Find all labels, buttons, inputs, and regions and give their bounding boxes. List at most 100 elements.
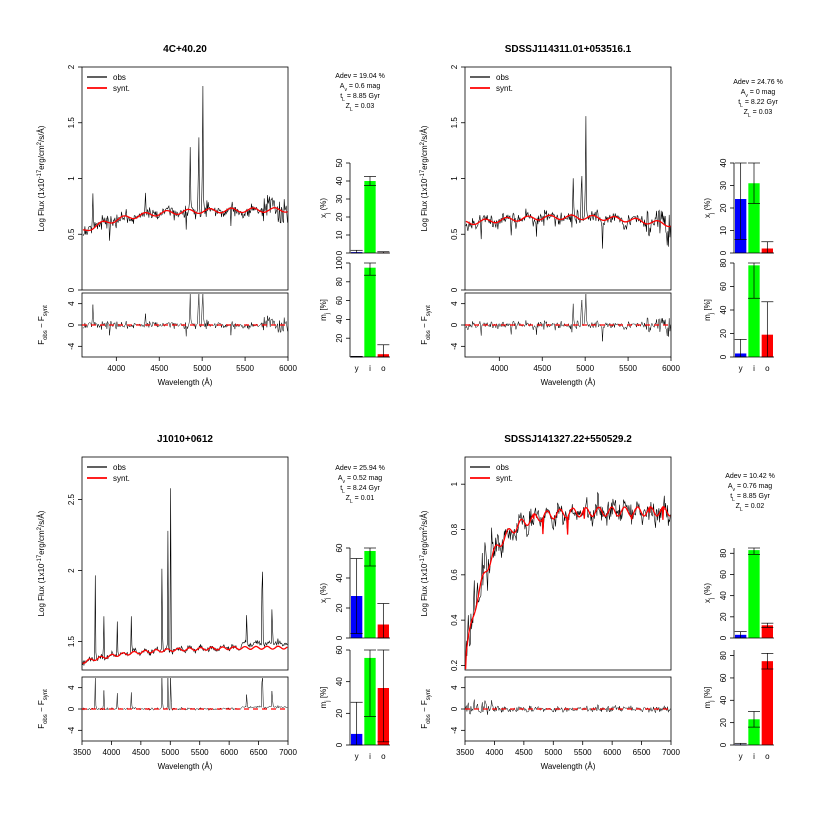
residual-y-tick-label: 4 <box>450 301 459 306</box>
y-tick-label: 1.5 <box>67 635 76 647</box>
x-tick-label: 4000 <box>107 364 125 373</box>
residual-axis-label: Fobs − Fsynt <box>37 305 49 345</box>
y-tick-label: 1.5 <box>450 117 459 129</box>
stat-av: Av = 0.6 mag <box>340 83 381 93</box>
y-tick-label: 1 <box>67 176 76 181</box>
mj-tick-label: 60 <box>719 673 728 682</box>
residual-axis-label: Fobs − Fsynt <box>420 689 432 729</box>
xj-axis-label: xj (%) <box>703 583 715 603</box>
xj-bar <box>748 550 760 638</box>
stat-av: Av = 0.52 mag <box>338 475 382 485</box>
stat-tl: tL = 8.85 Gyr <box>730 493 770 503</box>
x-tick-label: 5000 <box>544 748 562 757</box>
x-axis-label: Wavelength (Å) <box>158 378 213 387</box>
mj-tick-label: 20 <box>719 718 728 727</box>
mj-tick-label: 20 <box>719 329 728 338</box>
x-tick-label: 4000 <box>103 748 121 757</box>
panel-0: 4C+40.20 0 0.5 1 1.5 2 Log Flux (1x10-17erg/cm… <box>37 44 390 387</box>
panel-1: SDSSJ114311.01+053516.1 0 0.5 1 1.5 2 Log Flux… <box>420 44 783 387</box>
mj-axis-label: mj [%] <box>703 687 715 709</box>
xj-tick-label: 60 <box>335 543 344 552</box>
stat-zl: ZL = 0.03 <box>346 103 375 113</box>
x-tick-label: 5500 <box>619 364 637 373</box>
mj-bar <box>364 267 376 357</box>
mj-tick-label: 40 <box>335 314 344 323</box>
synthetic-spectrum-line <box>82 207 288 232</box>
x-tick-label: 6000 <box>220 748 238 757</box>
xj-tick-label: 0 <box>335 635 344 640</box>
panel-title: 4C+40.20 <box>163 44 207 55</box>
main-plot-frame <box>464 456 672 671</box>
xj-tick-label: 80 <box>719 548 728 557</box>
mj-category-label: i <box>369 752 371 761</box>
stat-adev: Adev = 10.42 % <box>725 473 775 480</box>
main-plot-frame <box>81 456 289 671</box>
mj-tick-label: 60 <box>335 296 344 305</box>
xj-tick-label: 60 <box>719 569 728 578</box>
y-axis-label: Log Flux (1x10-17erg/cm2/s/Å) <box>420 510 429 616</box>
main-plot-frame <box>81 66 289 291</box>
residual-y-tick-label: 0 <box>450 706 459 711</box>
xj-tick-label: 30 <box>719 181 728 190</box>
observed-spectrum-line <box>465 116 671 249</box>
mj-category-label: y <box>355 364 359 373</box>
residual-y-tick-label: 0 <box>67 706 76 711</box>
residual-axis-label: Fobs − Fsynt <box>420 305 432 345</box>
legend-obs-label: obs <box>496 463 509 472</box>
observed-spectrum-line <box>82 488 288 666</box>
x-tick-label: 5500 <box>236 364 254 373</box>
x-tick-label: 4500 <box>132 748 150 757</box>
x-tick-label: 6000 <box>279 364 297 373</box>
residual-line <box>82 294 288 337</box>
x-tick-label: 7000 <box>662 748 680 757</box>
y-tick-label: 2.5 <box>67 493 76 505</box>
x-tick-label: 4500 <box>150 364 168 373</box>
x-tick-label: 5500 <box>191 748 209 757</box>
mj-tick-label: 80 <box>335 277 344 286</box>
xj-axis-label: xj (%) <box>319 583 331 603</box>
y-tick-label: 0.5 <box>67 228 76 240</box>
stat-zl: ZL = 0.03 <box>744 109 773 119</box>
panel-2: J1010+0612 1.5 2 2.5 Log Flux (1x10-17erg/cm… <box>37 434 390 771</box>
legend-obs-label: obs <box>113 73 126 82</box>
panel-title: SDSSJ114311.01+053516.1 <box>505 44 632 55</box>
xj-tick-label: 50 <box>335 158 344 167</box>
x-axis-label: Wavelength (Å) <box>541 378 596 387</box>
mj-bar <box>761 661 773 745</box>
residual-y-tick-label: 0 <box>67 322 76 327</box>
synthetic-spectrum-line <box>82 645 288 664</box>
y-axis-label: Log Flux (1x10-17erg/cm2/s/Å) <box>37 125 46 231</box>
xj-axis-label: xj (%) <box>319 198 331 218</box>
residual-y-tick-label: -4 <box>67 726 76 734</box>
mj-tick-label: 80 <box>719 651 728 660</box>
stat-zl: ZL = 0.02 <box>736 503 765 513</box>
x-tick-label: 5000 <box>161 748 179 757</box>
y-tick-label: 2 <box>67 64 76 69</box>
synthetic-spectrum-line <box>464 505 671 670</box>
xj-tick-label: 20 <box>719 203 728 212</box>
residual-y-tick-label: 4 <box>67 685 76 690</box>
xj-tick-label: 30 <box>335 194 344 203</box>
xj-tick-label: 0 <box>719 250 728 255</box>
residual-y-tick-label: -4 <box>67 342 76 350</box>
x-axis-label: Wavelength (Å) <box>158 762 213 771</box>
mj-tick-label: 20 <box>335 708 344 717</box>
y-tick-label: 1.5 <box>67 117 76 129</box>
residual-y-tick-label: 4 <box>67 301 76 306</box>
residual-y-tick-label: -4 <box>450 726 459 734</box>
mj-tick-label: 0 <box>719 742 728 747</box>
mj-category-label: o <box>381 364 386 373</box>
x-tick-label: 6000 <box>662 364 680 373</box>
x-tick-label: 4000 <box>490 364 508 373</box>
mj-category-label: y <box>739 752 743 761</box>
y-tick-label: 2 <box>67 568 76 573</box>
mj-tick-label: 20 <box>335 333 344 342</box>
mj-axis-label: mj [%] <box>319 687 331 709</box>
legend-synt-label: synt. <box>496 474 513 483</box>
xj-tick-label: 40 <box>335 573 344 582</box>
mj-axis-label: mj [%] <box>319 299 331 321</box>
mj-bar <box>748 719 760 745</box>
stat-adev: Adev = 25.94 % <box>335 465 385 472</box>
stat-adev: Adev = 24.76 % <box>733 79 783 86</box>
